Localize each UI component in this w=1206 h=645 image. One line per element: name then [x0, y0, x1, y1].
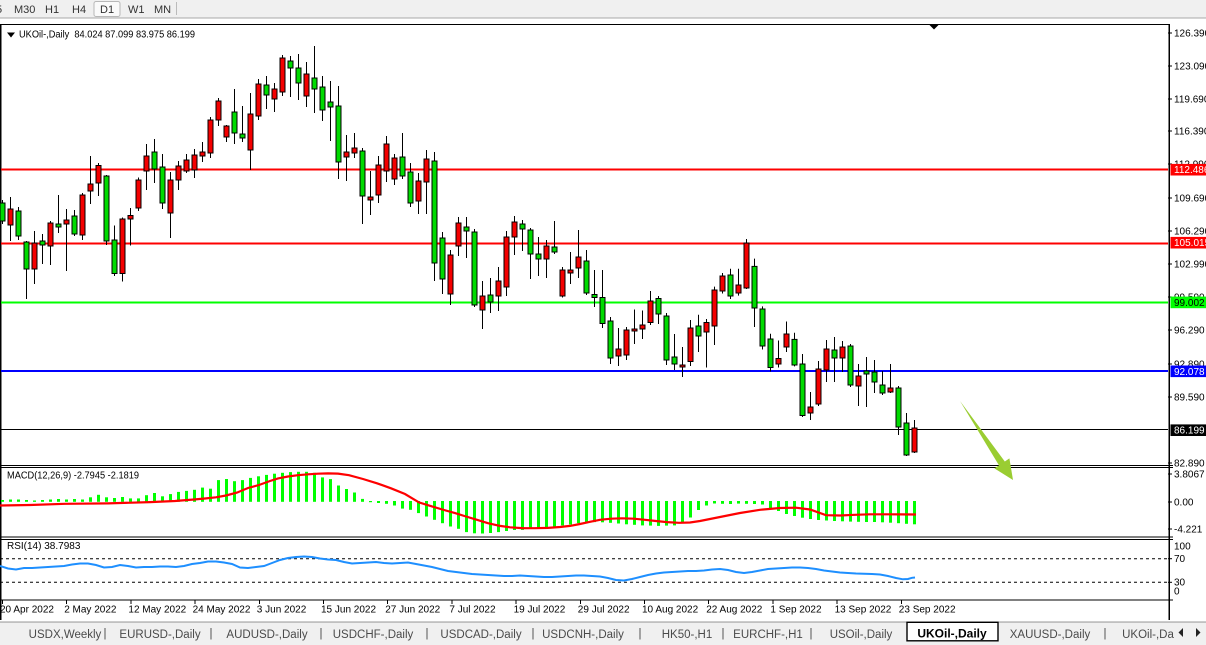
svg-text:27 Jun 2022: 27 Jun 2022 [385, 605, 440, 616]
svg-text:22 Aug 2022: 22 Aug 2022 [706, 605, 763, 616]
svg-text:20 Apr 2022: 20 Apr 2022 [0, 605, 54, 616]
svg-text:HK50-,H1: HK50-,H1 [662, 629, 713, 641]
svg-text:86.199: 86.199 [1174, 426, 1205, 437]
svg-text:W1: W1 [128, 4, 145, 16]
svg-text:USDCHF-,Daily: USDCHF-,Daily [333, 629, 414, 641]
svg-text:112.486: 112.486 [1174, 165, 1206, 176]
svg-text:|: | [320, 628, 323, 640]
svg-text:12 May 2022: 12 May 2022 [128, 605, 186, 616]
svg-text:123.090: 123.090 [1174, 62, 1206, 73]
svg-text:106.290: 106.290 [1174, 227, 1206, 238]
svg-text:92.078: 92.078 [1174, 367, 1205, 378]
svg-text:13 Sep 2022: 13 Sep 2022 [835, 605, 892, 616]
svg-text:AUDUSD-,Daily: AUDUSD-,Daily [226, 629, 307, 641]
svg-text:USDX,Weekly: USDX,Weekly [29, 629, 102, 641]
svg-text:0: 0 [1174, 587, 1180, 598]
svg-text:UKOil-,Da: UKOil-,Da [1122, 629, 1174, 641]
svg-text:89.590: 89.590 [1174, 393, 1205, 404]
svg-text:119.690: 119.690 [1174, 95, 1206, 106]
svg-text:100: 100 [1174, 542, 1191, 553]
svg-text:|: | [810, 628, 813, 640]
svg-text:10 Aug 2022: 10 Aug 2022 [642, 605, 699, 616]
svg-text:USDCAD-,Daily: USDCAD-,Daily [440, 629, 521, 641]
svg-text:5: 5 [0, 4, 2, 16]
svg-text:D1: D1 [100, 4, 114, 16]
svg-text:19 Jul 2022: 19 Jul 2022 [514, 605, 566, 616]
svg-text:UKOil-,Daily: UKOil-,Daily [917, 627, 987, 641]
svg-text:XAUUSD-,Daily: XAUUSD-,Daily [1010, 629, 1091, 641]
svg-text:3 Jun 2022: 3 Jun 2022 [257, 605, 307, 616]
svg-text:|: | [1104, 628, 1107, 640]
svg-text:24 May 2022: 24 May 2022 [193, 605, 251, 616]
svg-text:70: 70 [1174, 554, 1186, 565]
svg-text:29 Jul 2022: 29 Jul 2022 [578, 605, 630, 616]
svg-text:RSI(14) 38.7983: RSI(14) 38.7983 [7, 541, 81, 552]
svg-text:|: | [210, 628, 213, 640]
svg-text:|: | [639, 628, 642, 640]
svg-text:109.690: 109.690 [1174, 194, 1206, 205]
svg-text:102.990: 102.990 [1174, 260, 1206, 271]
svg-text:|: | [104, 628, 107, 640]
svg-text:|: | [426, 628, 429, 640]
svg-text:96.290: 96.290 [1174, 326, 1205, 337]
svg-text:15 Jun 2022: 15 Jun 2022 [321, 605, 376, 616]
svg-text:30: 30 [1174, 578, 1186, 589]
svg-text:1 Sep 2022: 1 Sep 2022 [770, 605, 822, 616]
svg-text:23 Sep 2022: 23 Sep 2022 [899, 605, 956, 616]
svg-text:USOil-,Daily: USOil-,Daily [830, 629, 893, 641]
svg-text:3.8067: 3.8067 [1174, 470, 1205, 481]
svg-text:|: | [532, 628, 535, 640]
svg-text:M30: M30 [14, 4, 35, 16]
svg-text:MACD(12,26,9) -2.7945 -2.1819: MACD(12,26,9) -2.7945 -2.1819 [7, 471, 139, 482]
svg-text:UKOil-,Daily 84.024 87.099 83: UKOil-,Daily 84.024 87.099 83.975 86.199 [19, 30, 195, 41]
svg-text:EURUSD-,Daily: EURUSD-,Daily [119, 629, 200, 641]
svg-text:2 May 2022: 2 May 2022 [64, 605, 117, 616]
svg-text:0.00: 0.00 [1174, 498, 1194, 509]
svg-text:99.002: 99.002 [1174, 298, 1205, 309]
svg-text:105.015: 105.015 [1174, 238, 1206, 249]
svg-text:116.390: 116.390 [1174, 127, 1206, 138]
svg-text:MN: MN [154, 4, 171, 16]
svg-text:82.890: 82.890 [1174, 459, 1205, 470]
svg-text:H1: H1 [45, 4, 59, 16]
svg-text:92.890: 92.890 [1174, 360, 1205, 371]
svg-text:EURCHF-,H1: EURCHF-,H1 [733, 629, 803, 641]
svg-text:|: | [722, 628, 725, 640]
svg-text:H4: H4 [72, 4, 86, 16]
svg-text:7 Jul 2022: 7 Jul 2022 [449, 605, 496, 616]
svg-text:USDCNH-,Daily: USDCNH-,Daily [542, 629, 624, 641]
svg-text:-4.221: -4.221 [1174, 525, 1203, 536]
svg-text:126.390: 126.390 [1174, 29, 1206, 40]
